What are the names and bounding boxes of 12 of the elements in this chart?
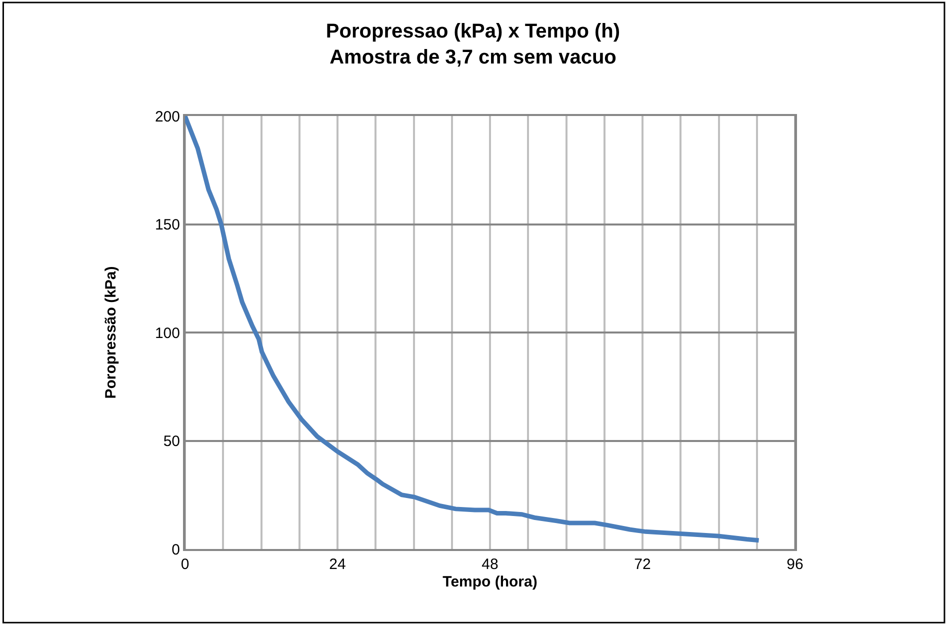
x-tick-label: 72	[634, 556, 651, 573]
chart-title: Poropressao (kPa) x Tempo (h) Amostra de 3,7 cm sem vacuo	[326, 20, 620, 68]
x-tick-label: 96	[786, 556, 804, 573]
y-tick-label: 150	[154, 216, 180, 234]
y-tick-label: 50	[163, 433, 180, 450]
y-tick-label: 200	[154, 108, 180, 126]
x-tick-label: 48	[482, 556, 498, 573]
y-tick-label: 100	[154, 324, 180, 342]
x-axis-title: Tempo (hora)	[442, 574, 538, 590]
x-tick-label: 24	[329, 556, 346, 573]
y-axis-title: Poropressão (kPa)	[102, 266, 120, 399]
y-tick-label: 0	[172, 541, 180, 558]
